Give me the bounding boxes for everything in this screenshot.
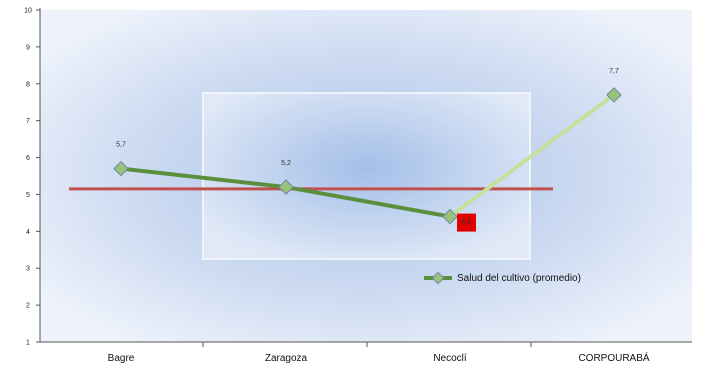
y-tick-label: 3 <box>26 266 30 273</box>
data-label: 7,7 <box>609 68 619 75</box>
legend-marker-swatch <box>431 271 445 285</box>
y-tick-label: 2 <box>26 303 30 310</box>
legend: Salud del cultivo (promedio) <box>424 271 581 285</box>
series-markers <box>113 87 622 225</box>
y-tick-label: 6 <box>26 155 30 162</box>
data-point-marker <box>606 87 622 103</box>
series-lines <box>119 92 616 219</box>
legend-label: Salud del cultivo (promedio) <box>457 273 581 284</box>
x-category-label: Zaragoza <box>265 353 308 364</box>
plot-area-inner-panel <box>202 92 531 260</box>
data-label: 5,7 <box>116 142 126 149</box>
data-point-marker <box>113 160 129 177</box>
y-tick-label: 7 <box>26 118 30 125</box>
data-label: 5,2 <box>281 160 291 167</box>
data-labels: 5,7 5,2 4,4 7,7 <box>116 68 619 232</box>
series-line-segment <box>119 166 288 190</box>
data-point-marker <box>278 179 294 195</box>
x-axis-ticks: Bagre Zaragoza Necoclí CORPOURABÁ <box>108 342 650 364</box>
y-tick-label: 4 <box>26 229 30 236</box>
data-label: 4,4 <box>461 219 471 226</box>
x-category-label: CORPOURABÁ <box>578 351 649 364</box>
x-category-label: Necoclí <box>433 353 467 364</box>
series-line-segment <box>284 185 452 219</box>
y-tick-label: 9 <box>26 44 30 51</box>
y-axis-ticks: 1 2 3 4 5 6 7 8 9 10 <box>24 8 40 347</box>
data-point-marker <box>442 208 458 225</box>
y-tick-label: 8 <box>26 81 30 88</box>
y-tick-label: 5 <box>26 192 30 199</box>
y-tick-label: 1 <box>26 340 30 347</box>
series-line-segment <box>448 92 616 219</box>
x-category-label: Bagre <box>108 353 135 364</box>
data-label-highlight-box <box>457 213 476 232</box>
y-tick-label: 10 <box>24 8 32 15</box>
